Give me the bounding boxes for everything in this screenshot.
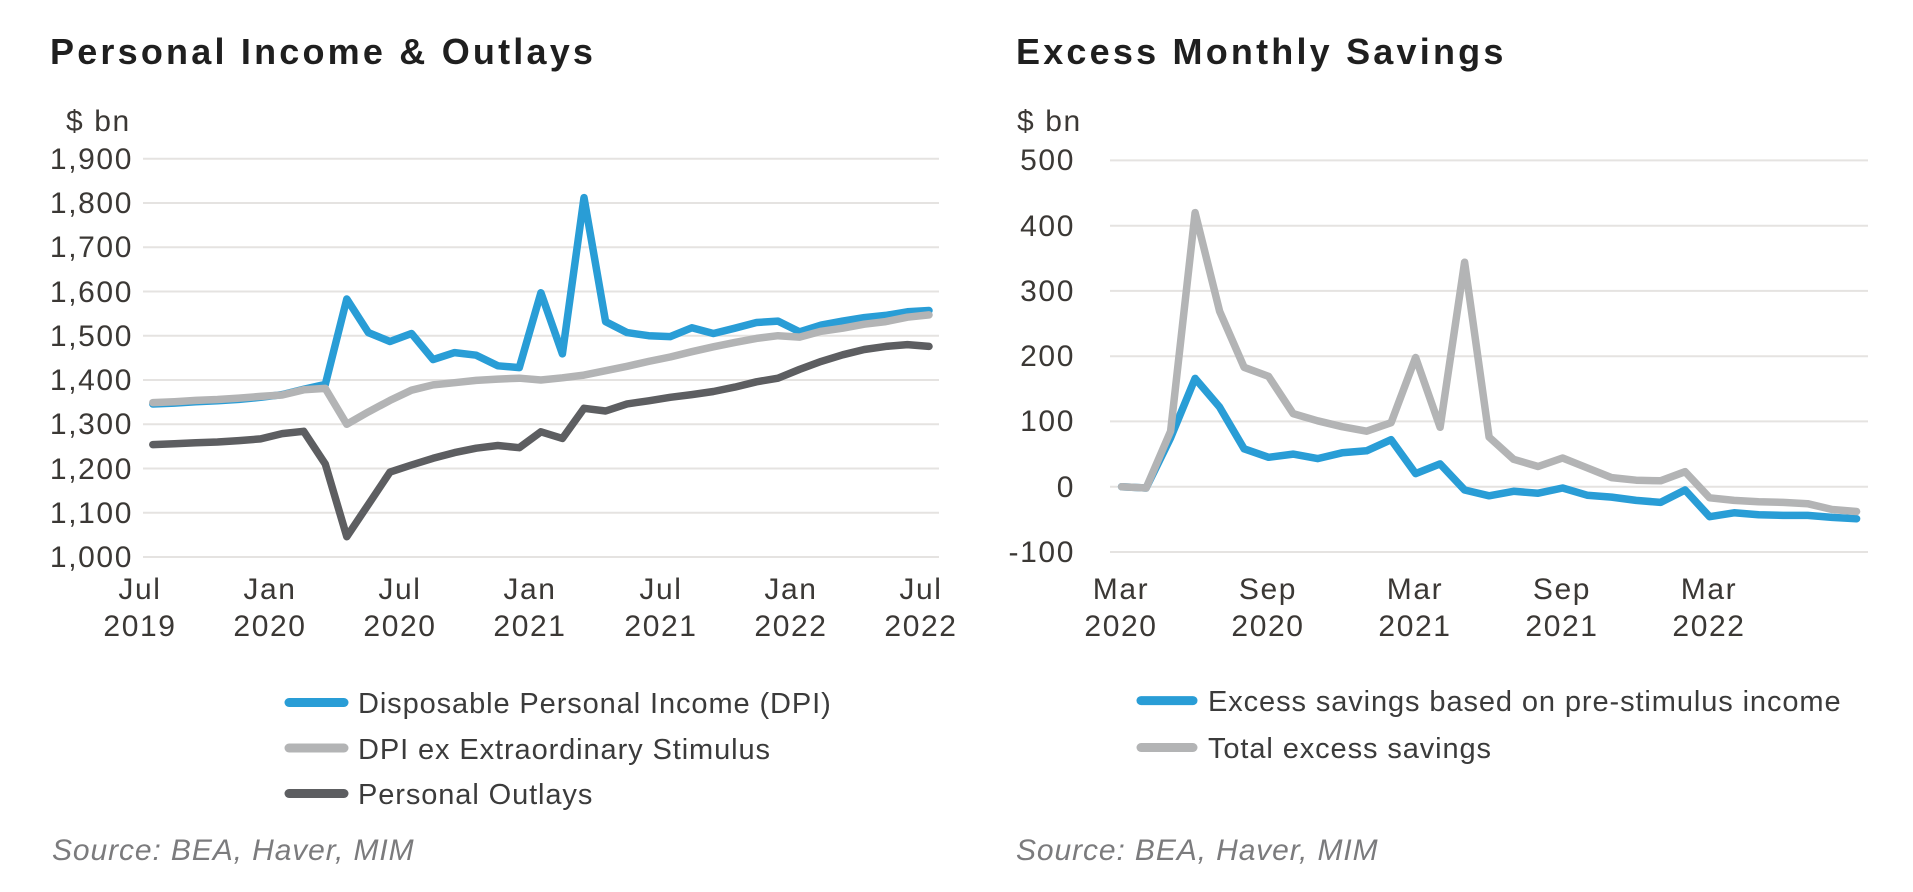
svg-text:Mar: Mar [1681,573,1737,606]
svg-text:Jan: Jan [503,573,556,606]
svg-text:Jul: Jul [378,573,421,606]
svg-text:1,300: 1,300 [50,408,133,441]
svg-text:Total excess savings: Total excess savings [1208,733,1492,765]
svg-text:2020: 2020 [233,610,306,643]
svg-text:300: 300 [1020,275,1075,308]
svg-text:Disposable Personal Income (DP: Disposable Personal Income (DPI) [358,688,832,720]
svg-text:Source: BEA, Haver, MIM: Source: BEA, Haver, MIM [1016,834,1378,867]
svg-text:Jul: Jul [118,573,161,606]
svg-text:1,500: 1,500 [50,320,133,353]
svg-text:Jan: Jan [764,573,817,606]
svg-text:2021: 2021 [1378,610,1451,643]
svg-text:$ bn: $ bn [66,105,131,138]
svg-text:Personal Income & Outlays: Personal Income & Outlays [50,31,596,72]
svg-text:2020: 2020 [363,610,436,643]
svg-text:Mar: Mar [1387,573,1443,606]
svg-text:1,900: 1,900 [50,143,133,176]
svg-text:1,200: 1,200 [50,453,133,486]
svg-text:Jul: Jul [899,573,942,606]
svg-text:2020: 2020 [1231,610,1304,643]
svg-text:2022: 2022 [884,610,957,643]
svg-text:2021: 2021 [493,610,566,643]
svg-text:1,400: 1,400 [50,364,133,397]
svg-text:Jul: Jul [639,573,682,606]
svg-text:2021: 2021 [1525,610,1598,643]
svg-text:1,600: 1,600 [50,276,133,309]
svg-text:Personal Outlays: Personal Outlays [358,779,593,811]
svg-text:$ bn: $ bn [1017,105,1082,138]
svg-text:500: 500 [1020,144,1075,177]
svg-text:2020: 2020 [1084,610,1157,643]
svg-text:200: 200 [1020,340,1075,373]
svg-text:Sep: Sep [1533,573,1591,606]
svg-text:400: 400 [1020,210,1075,243]
svg-text:100: 100 [1020,405,1075,438]
svg-text:DPI ex Extraordinary Stimulus: DPI ex Extraordinary Stimulus [358,734,771,766]
svg-text:2022: 2022 [1672,610,1745,643]
svg-text:Excess Monthly Savings: Excess Monthly Savings [1016,31,1507,72]
svg-text:Mar: Mar [1093,573,1149,606]
svg-text:Jan: Jan [243,573,296,606]
svg-text:Excess savings based on pre-st: Excess savings based on pre-stimulus inc… [1208,686,1841,718]
svg-text:2022: 2022 [754,610,827,643]
svg-text:2019: 2019 [103,610,176,643]
svg-text:Sep: Sep [1239,573,1297,606]
svg-text:2021: 2021 [624,610,697,643]
svg-text:0: 0 [1057,471,1075,504]
svg-text:1,100: 1,100 [50,497,133,530]
svg-text:-100: -100 [1009,536,1075,569]
svg-text:1,800: 1,800 [50,187,133,220]
svg-text:1,000: 1,000 [50,541,133,574]
svg-text:Source: BEA, Haver, MIM: Source: BEA, Haver, MIM [52,834,414,867]
svg-text:1,700: 1,700 [50,231,133,264]
